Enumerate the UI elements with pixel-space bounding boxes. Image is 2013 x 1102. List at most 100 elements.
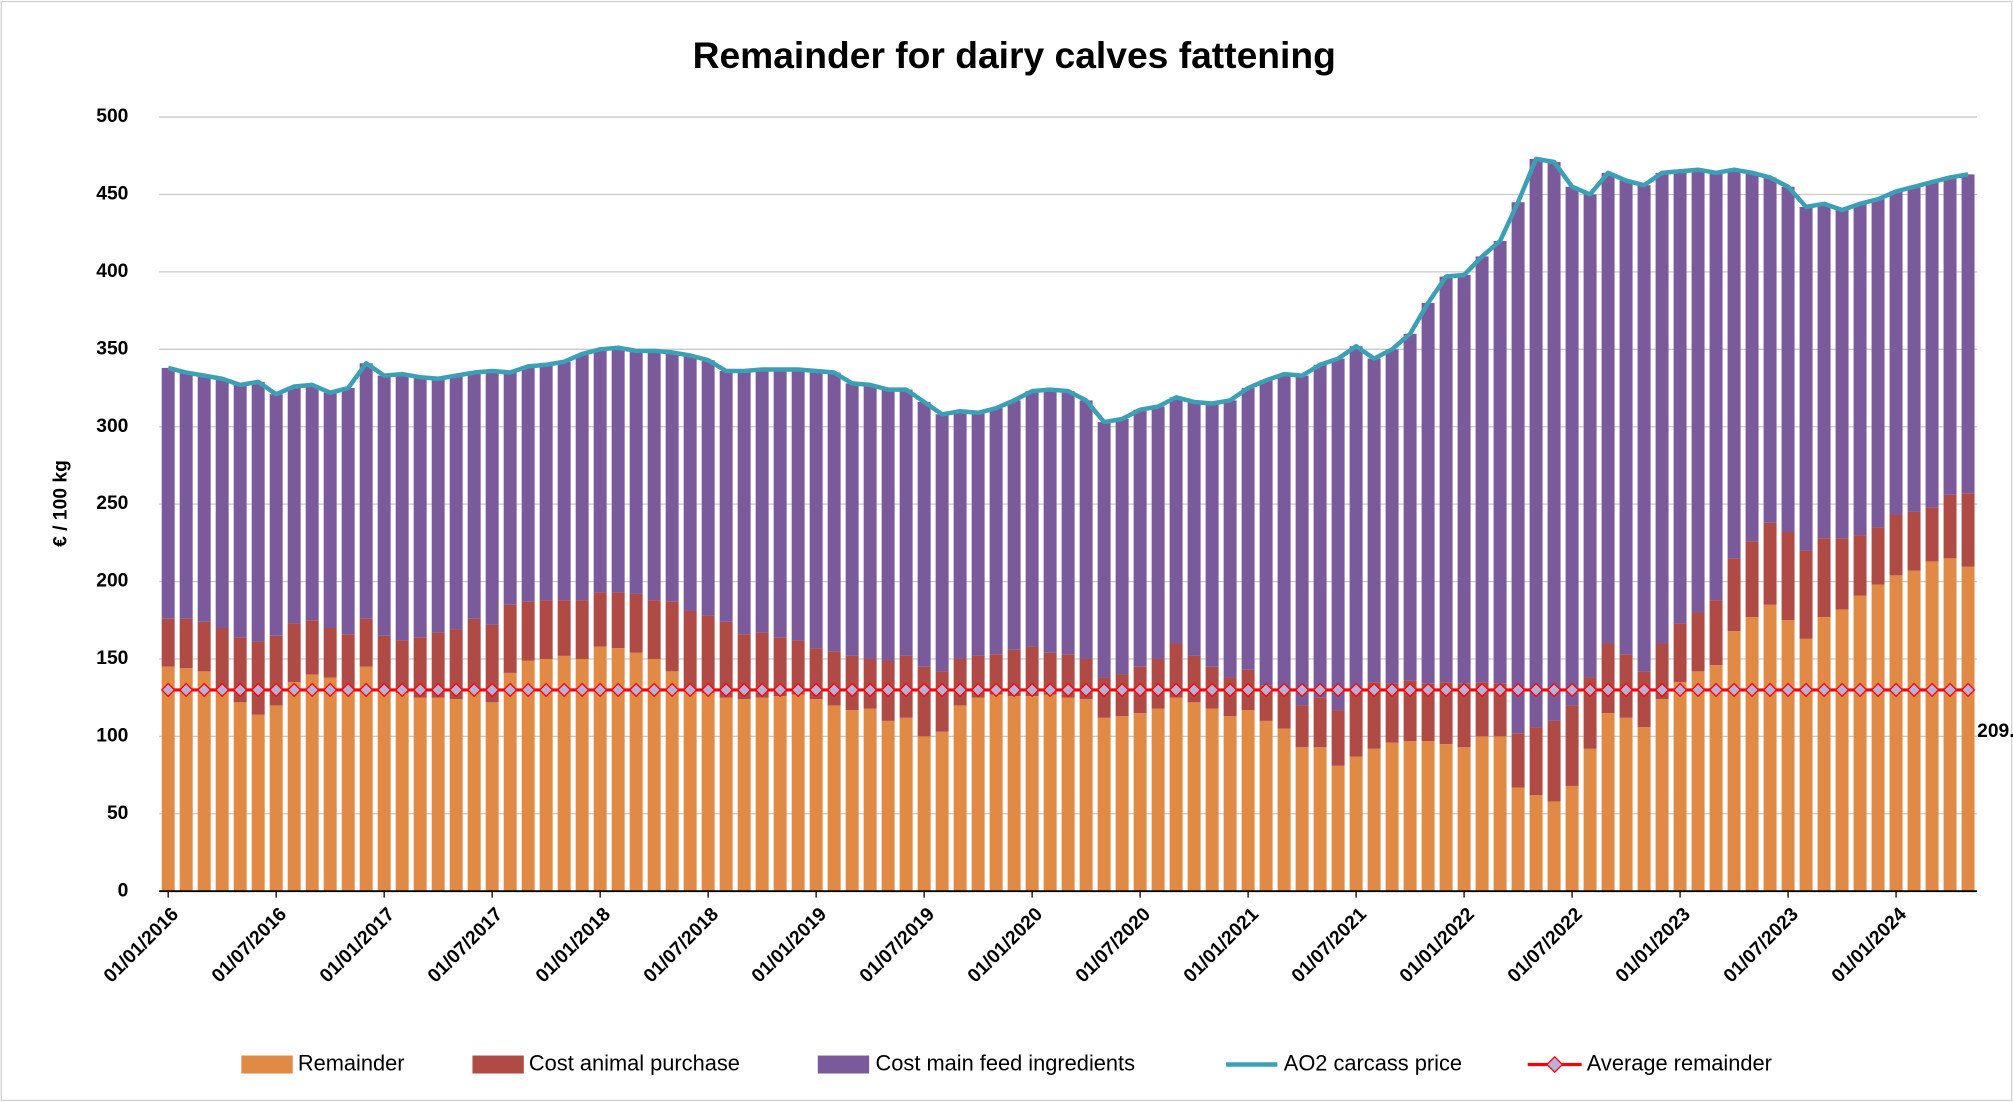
average-marker	[502, 682, 518, 698]
bar-segment	[1691, 169, 1705, 613]
average-marker	[322, 682, 338, 698]
average-marker	[1474, 682, 1490, 698]
average-marker	[448, 682, 464, 698]
bar-segment	[647, 600, 661, 659]
bar-segment	[1601, 643, 1615, 714]
bar-segment	[809, 370, 823, 649]
bar-segment	[773, 696, 787, 892]
bar-segment	[1151, 406, 1165, 659]
bar-segment	[593, 349, 607, 593]
bar-segment	[575, 658, 589, 892]
bar-segment	[1331, 765, 1345, 892]
bar-segment	[161, 367, 175, 619]
bar-segment	[467, 372, 481, 619]
bar-segment	[1961, 566, 1975, 892]
average-marker	[1924, 682, 1940, 698]
average-marker	[1600, 682, 1616, 698]
bar-segment	[1457, 683, 1471, 748]
bar-segment	[1313, 747, 1327, 892]
average-marker	[1222, 682, 1238, 698]
bar-segment	[1781, 186, 1795, 533]
bar-segment	[323, 628, 337, 678]
bar-segment	[197, 621, 211, 672]
bar-segment	[539, 364, 553, 601]
bar-segment	[179, 668, 193, 892]
bar-segment	[197, 671, 211, 892]
average-marker	[1708, 682, 1724, 698]
bar-segment	[1457, 274, 1471, 684]
bar-segment	[1943, 558, 1957, 892]
bar-segment	[431, 632, 445, 698]
y-tick-label: 150	[96, 648, 128, 669]
chart-title: Remainder for dairy calves fattening	[693, 34, 1336, 76]
bar-segment	[1601, 713, 1615, 892]
bar-segment	[755, 697, 769, 892]
bar-segment	[1205, 403, 1219, 667]
legend-label: Cost animal purchase	[529, 1050, 740, 1075]
bar-segment	[431, 378, 445, 633]
bar-segment	[989, 408, 1003, 655]
bar-segment	[503, 372, 517, 605]
average-marker	[358, 682, 374, 698]
average-marker	[1348, 682, 1364, 698]
average-marker	[412, 682, 428, 698]
bar-segment	[953, 658, 967, 706]
bar-segment	[737, 634, 751, 700]
bar-segment	[395, 640, 409, 694]
average-marker	[1510, 682, 1526, 698]
bar-segment	[413, 697, 427, 892]
bar-segment	[1961, 174, 1975, 494]
average-marker	[1942, 682, 1958, 698]
bar-segment	[1673, 171, 1687, 624]
bar-segment	[665, 671, 679, 892]
bar-segment	[1817, 538, 1831, 618]
bar-segment	[935, 731, 949, 892]
average-marker	[1186, 682, 1202, 698]
bar-segment	[1655, 643, 1669, 700]
bar-segment	[1259, 685, 1273, 721]
bar-segment	[269, 705, 283, 892]
bar-segment	[539, 658, 553, 892]
average-marker	[1834, 682, 1850, 698]
bar-segment	[539, 600, 553, 659]
bar-segment	[719, 370, 733, 622]
average-marker	[1726, 682, 1742, 698]
y-axis-label: € / 100 kg	[51, 460, 72, 547]
average-marker	[1384, 682, 1400, 698]
bar-segment	[1655, 172, 1669, 644]
average-marker	[1816, 682, 1832, 698]
bar-segment	[737, 699, 751, 892]
bar-segment	[251, 641, 265, 715]
average-marker	[430, 682, 446, 698]
bar-segment	[485, 702, 499, 892]
bar-segment	[881, 720, 895, 892]
average-marker	[1096, 682, 1112, 698]
bar-segment	[899, 389, 913, 656]
bar-segment	[701, 693, 715, 892]
bar-segment	[467, 689, 481, 892]
bar-segment	[683, 355, 697, 611]
bar-segment	[1133, 713, 1147, 892]
bar-segment	[1313, 697, 1327, 748]
bar-segment	[1403, 680, 1417, 742]
bar-segment	[1403, 333, 1417, 681]
bar-segment	[1871, 527, 1885, 585]
average-marker	[556, 682, 572, 698]
bar-segment	[449, 375, 463, 630]
bar-segment	[179, 618, 193, 669]
average-marker	[934, 682, 950, 698]
bar-segment	[1493, 736, 1507, 892]
bar-segment	[953, 705, 967, 892]
bar-segment	[1799, 206, 1813, 551]
bar-segment	[755, 632, 769, 698]
y-tick-label: 400	[96, 261, 128, 282]
bar-segment	[1349, 756, 1363, 892]
bar-segment	[1385, 742, 1399, 892]
bar-segment	[1547, 801, 1561, 892]
bar-segment	[1439, 744, 1453, 892]
bar-segment	[1709, 172, 1723, 601]
average-marker	[736, 682, 752, 698]
bar-segment	[575, 600, 589, 659]
bar-segment	[1475, 682, 1489, 737]
bar-segment	[611, 648, 625, 892]
